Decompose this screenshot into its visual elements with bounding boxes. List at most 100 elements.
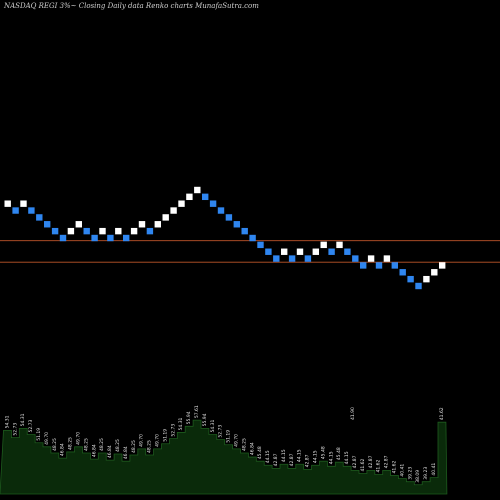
renko-brick	[138, 221, 146, 228]
volume-label: 49.70	[234, 434, 240, 447]
renko-brick	[225, 214, 233, 221]
renko-brick	[352, 255, 359, 262]
renko-brick	[202, 193, 209, 201]
renko-brick	[209, 200, 217, 207]
volume-label: 46.84	[60, 443, 66, 456]
renko-brick	[28, 207, 35, 214]
volume-label: 57.61	[194, 405, 200, 418]
volume-label: 44.15	[328, 451, 334, 464]
renko-brick	[312, 248, 319, 255]
volume-label: 44.15	[281, 449, 287, 462]
renko-brick	[431, 269, 438, 276]
volume-label: 45.48	[320, 446, 326, 459]
renko-brick	[36, 214, 43, 221]
renko-brick	[344, 248, 351, 255]
renko-brick	[439, 262, 446, 269]
renko-brick	[4, 200, 11, 207]
renko-brick	[162, 214, 169, 221]
volume-label: 51.19	[36, 428, 42, 441]
volume-label: 42.87	[384, 455, 390, 468]
renko-brick	[265, 248, 272, 255]
chart-title: NASDAQ REGI 3%~ Closing Daily data Renko…	[4, 2, 259, 10]
volume-label: 48.25	[147, 440, 153, 453]
renko-brick	[423, 275, 430, 283]
renko-brick	[407, 275, 414, 283]
volume-label: 40.41	[431, 463, 437, 476]
volume-label: 52.73	[218, 425, 224, 438]
volume-label: 42.87	[305, 454, 311, 467]
renko-brick	[241, 227, 248, 235]
renko-brick	[123, 234, 130, 242]
renko-brick	[170, 207, 177, 214]
renko-brick	[249, 234, 256, 242]
renko-brick	[320, 241, 327, 249]
volume-label: 41.62	[439, 407, 445, 420]
renko-brick	[257, 241, 264, 249]
volume-label: 45.48	[336, 447, 342, 460]
volume-label: 41.62	[392, 461, 398, 474]
renko-brick	[336, 241, 343, 249]
volume-label: 45.48	[257, 446, 263, 459]
reference-lines	[0, 240, 500, 263]
volume-label: 48.25	[115, 439, 121, 452]
renko-bricks	[4, 186, 446, 290]
renko-brick	[415, 282, 422, 290]
renko-brick	[178, 200, 185, 207]
renko-brick	[44, 221, 51, 228]
volume-label: 54.31	[210, 419, 216, 432]
renko-brick	[107, 234, 114, 242]
renko-brick	[304, 255, 312, 262]
renko-brick	[288, 255, 296, 262]
volume-label: 41.62	[376, 459, 382, 472]
volume-label: 49.70	[44, 432, 50, 445]
volume-label: 40.41	[399, 464, 405, 477]
volume-label: 48.25	[99, 438, 105, 451]
volume-label: 44.15	[313, 450, 319, 463]
renko-brick	[83, 227, 90, 235]
renko-brick	[12, 207, 19, 214]
renko-brick	[391, 262, 398, 269]
volume-label: 46.84	[107, 445, 113, 458]
renko-brick	[217, 207, 225, 214]
volume-label: 42.87	[273, 453, 279, 466]
volume-label: 48.25	[131, 440, 137, 453]
volume-label: 48.25	[68, 437, 74, 450]
renko-brick	[328, 248, 335, 255]
volume-label: 41.62	[360, 458, 366, 471]
renko-brick	[67, 227, 75, 235]
volume-label: 46.84	[249, 442, 255, 455]
renko-brick	[59, 234, 67, 242]
volume-label: 51.19	[226, 430, 232, 443]
volume-area-path	[0, 419, 448, 495]
volume-label: 49.70	[76, 432, 82, 445]
volume-label: 46.84	[123, 446, 129, 459]
volume-label: 48.25	[52, 438, 58, 451]
volume-label: 51.19	[162, 429, 168, 442]
volume-label: 54.31	[20, 413, 26, 426]
renko-brick	[75, 221, 82, 228]
renko-brick	[360, 262, 367, 269]
renko-brick	[233, 221, 240, 228]
renko-brick	[186, 193, 193, 201]
volume-label: 42.87	[289, 453, 295, 466]
last-value-label: 41.90	[350, 407, 356, 420]
volume-label: 54.31	[4, 415, 10, 428]
volume-label: 44.15	[344, 451, 350, 464]
renko-brick	[99, 227, 106, 235]
volume-label: 44.15	[265, 450, 271, 463]
volume-label: 55.94	[202, 413, 208, 426]
volume-label: 48.25	[83, 438, 89, 451]
volume-label: 48.25	[241, 438, 247, 451]
renko-brick	[91, 234, 98, 242]
renko-brick	[20, 200, 27, 207]
volume-label: 42.87	[352, 455, 358, 468]
volume-label: 49.70	[155, 434, 161, 447]
volume-label: 44.15	[297, 449, 303, 462]
renko-brick	[146, 227, 154, 235]
volume-label: 38.09	[415, 470, 421, 483]
volume-label: 52.73	[12, 423, 18, 436]
renko-brick	[194, 186, 201, 194]
renko-brick	[383, 255, 391, 262]
